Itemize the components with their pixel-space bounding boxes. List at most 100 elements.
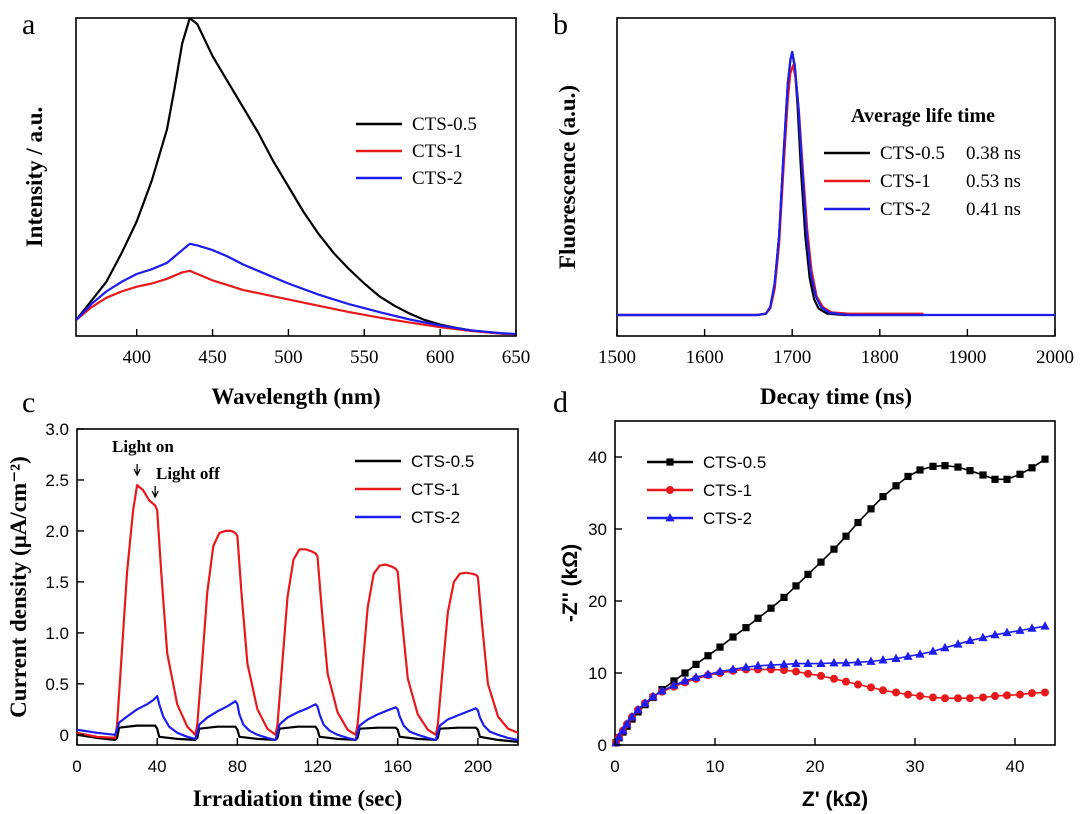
data-point (681, 669, 689, 677)
x-axis-label: Irradiation time (sec) (193, 786, 403, 811)
data-point (953, 639, 963, 648)
x-tick-label: 600 (426, 347, 455, 368)
legend-label: CTS-0.5 (411, 452, 474, 471)
x-tick-label: 1800 (861, 347, 899, 368)
y-tick-label: 20 (588, 592, 607, 611)
data-point (1028, 689, 1036, 698)
data-point (704, 652, 712, 660)
data-point (991, 692, 999, 701)
data-point (767, 604, 775, 612)
data-point (780, 593, 788, 601)
data-point (853, 657, 863, 666)
panel-letter: b (553, 8, 568, 41)
data-point (891, 653, 901, 662)
x-tick-label: 1500 (598, 347, 636, 368)
legend-marker (666, 458, 674, 466)
data-point (803, 658, 813, 668)
x-tick-label: 200 (464, 757, 492, 776)
annotation-light-on: Light on (112, 437, 174, 456)
y-tick-label: 0 (60, 726, 69, 745)
data-point (611, 737, 621, 747)
data-point (1027, 623, 1037, 632)
legend-title: Average life time (851, 105, 995, 127)
data-point (854, 518, 862, 527)
data-point (892, 688, 900, 697)
legend-marker (666, 486, 674, 494)
data-point (766, 660, 776, 669)
data-point (1016, 690, 1024, 699)
x-tick-label: 80 (228, 757, 247, 776)
data-point (904, 472, 912, 481)
data-point (941, 694, 949, 703)
data-point (830, 674, 838, 683)
data-point (614, 732, 624, 741)
data-point (741, 662, 751, 671)
legend-lifetime: 0.53 ns (966, 171, 1021, 192)
legend-label: CTS-1 (880, 171, 931, 192)
x-tick-label: 400 (122, 347, 151, 368)
data-point (904, 690, 912, 699)
data-point (978, 632, 988, 642)
series-line-cts-0.5 (77, 724, 518, 743)
series-line-cts-1 (77, 484, 518, 739)
x-tick-label: 650 (502, 347, 531, 368)
panel-letter: a (22, 8, 35, 41)
data-point (728, 664, 738, 673)
y-tick-label: 2.5 (45, 471, 69, 490)
x-tick-label: 1700 (773, 347, 811, 368)
data-point (669, 680, 679, 689)
data-point (779, 659, 789, 668)
legend-label: CTS-1 (703, 481, 752, 500)
x-tick-label: 40 (148, 757, 167, 776)
data-point (754, 614, 762, 622)
data-point (1015, 625, 1025, 634)
data-point (1002, 627, 1012, 637)
data-point (618, 725, 628, 734)
plot-frame (76, 428, 519, 746)
data-point (816, 658, 826, 668)
x-tick-label: 450 (198, 347, 227, 368)
data-point (941, 462, 949, 470)
annotation-light-off: Light off (156, 464, 220, 483)
data-point (966, 694, 974, 703)
series-line-cts-0.5 (615, 458, 1046, 744)
data-point (954, 694, 962, 703)
x-axis-label: Decay time (ns) (760, 384, 912, 409)
data-point (657, 686, 667, 695)
data-point (829, 657, 839, 667)
legend-label: CTS-2 (703, 509, 752, 528)
panel-c: c 0 40 80 120 160 200 Irradiation time (sec) 0 0.… (6, 386, 519, 811)
panel-d: d 0 10 20 30 40 Z' (kΩ) 0 10 20 30 40 -Z'' (kΩ) CTS-0… (553, 386, 1056, 811)
data-point (1041, 455, 1049, 463)
data-point (879, 493, 887, 501)
data-point (1028, 464, 1036, 472)
data-point (867, 683, 875, 692)
data-point (703, 669, 713, 678)
data-point (1016, 470, 1024, 478)
arrow-icon (133, 464, 141, 477)
legend-label: CTS-1 (412, 141, 463, 162)
x-tick-label: 550 (350, 347, 379, 368)
legend-label: CTS-0.5 (880, 143, 945, 164)
data-point (892, 482, 900, 490)
y-tick-label: 0 (598, 736, 607, 755)
y-tick-label: 1.0 (45, 624, 69, 643)
data-point (716, 643, 724, 651)
legend-label: CTS-1 (411, 480, 460, 499)
x-tick-label: 500 (274, 347, 303, 368)
x-axis-label: Z' (kΩ) (802, 788, 868, 811)
data-point (692, 660, 700, 668)
panel-b: b 1500 1600 1700 1800 1900 2000 Decay time (ns)… (553, 8, 1074, 409)
series-line-cts-1 (617, 64, 924, 317)
x-tick-label: 2000 (1036, 347, 1074, 368)
x-tick-label: 40 (1006, 757, 1025, 776)
x-tick-label: 1900 (948, 347, 986, 368)
legend-label: CTS-2 (411, 508, 460, 527)
data-point (878, 655, 888, 664)
y-tick-label: 40 (588, 448, 607, 467)
x-tick-label: 1600 (686, 347, 724, 368)
data-point (916, 466, 924, 474)
data-point (780, 666, 788, 675)
x-tick-label: 120 (303, 757, 331, 776)
